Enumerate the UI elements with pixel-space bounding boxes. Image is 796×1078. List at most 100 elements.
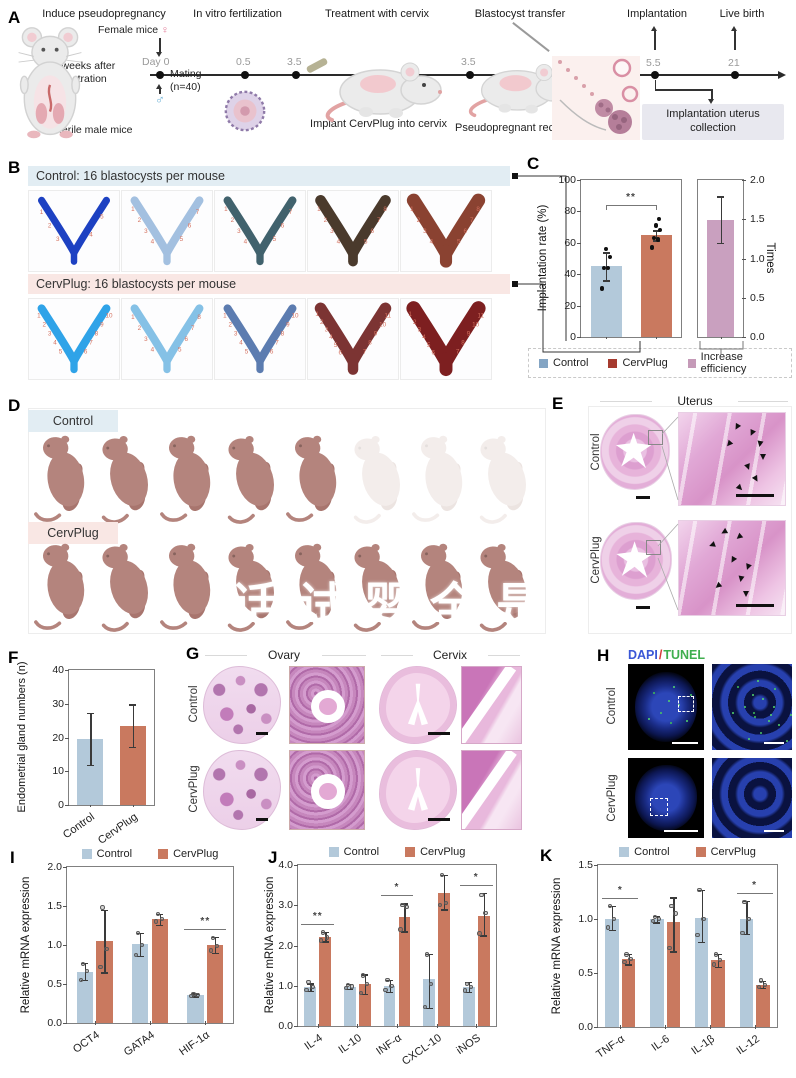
watermark-char: 试: [298, 580, 347, 622]
h-row-label-control: Control: [606, 687, 618, 725]
svg-text:4: 4: [329, 334, 333, 341]
panel-j-label: J: [268, 848, 278, 867]
x-tick-mark: [357, 1024, 359, 1028]
data-point: [649, 245, 655, 250]
legend-item: Control: [328, 846, 380, 858]
bar-cervplug: [711, 960, 725, 1027]
svg-text:8: 8: [368, 339, 372, 346]
panel-b-label: B: [8, 158, 21, 177]
error-cap: [156, 924, 164, 927]
error-cap: [653, 922, 661, 924]
svg-text:6: 6: [84, 348, 88, 355]
watermark-char: 是: [496, 580, 545, 622]
panel-c-label: C: [527, 154, 540, 173]
significance-drop: [656, 205, 657, 211]
y-tick-mark: [577, 274, 581, 276]
data-point: [599, 286, 605, 291]
data-point: [321, 930, 326, 935]
uterus-section-control: [600, 414, 670, 490]
legend-label: Control: [343, 846, 380, 858]
legend-swatch: [608, 358, 618, 368]
svg-text:6: 6: [281, 222, 285, 229]
y-tick-label: 0.0: [47, 1017, 62, 1029]
e-scalebar-cervplug: [636, 606, 650, 609]
pup-image-dark: [286, 429, 349, 527]
svg-text:2: 2: [417, 217, 421, 224]
y-tick-label: 0.0: [278, 1020, 293, 1032]
legend-label: Control: [553, 357, 589, 369]
y-tick-mark: [294, 905, 298, 907]
svg-text:6: 6: [338, 350, 342, 357]
pup-image-dark: [34, 429, 97, 527]
tunel-inset-control: [712, 664, 792, 750]
svg-text:6: 6: [184, 336, 188, 343]
arrow-implantation-line: [654, 30, 656, 50]
error-bar: [656, 230, 658, 241]
svg-text:3: 3: [56, 236, 60, 243]
y-tick-mark: [594, 1027, 598, 1028]
y-tick-label: 20: [52, 731, 64, 744]
significance-marker: **: [626, 192, 636, 204]
svg-text:7: 7: [191, 325, 195, 332]
svg-text:7: 7: [289, 209, 293, 216]
error-cap: [211, 952, 219, 955]
tunel-section-cervplug: [628, 758, 704, 838]
data-point: [398, 927, 403, 932]
panel-e-frame: [588, 406, 792, 634]
y-tick-mark: [294, 945, 298, 947]
significance-line: [184, 929, 227, 931]
pup-image-dark: [160, 429, 223, 527]
significance-line: [602, 898, 639, 900]
legend-swatch: [158, 849, 169, 859]
data-point: [697, 887, 702, 893]
svg-text:6: 6: [463, 228, 467, 235]
d-row-header-cervplug: CervPlug: [28, 522, 118, 544]
error-cap: [602, 252, 610, 254]
significance-line: [380, 895, 414, 897]
significance-line: [301, 923, 335, 925]
arrow-female-to-day0: [156, 52, 162, 57]
data-point: [345, 982, 351, 988]
legend-item: CervPlug: [405, 846, 465, 858]
svg-text:2: 2: [138, 325, 142, 332]
chart-mrna-immune-up: 0.0 1.0 2.0 3.0 4.0 ** * * IL-4 IL-10 INF-α CXCL-10…: [278, 846, 497, 1068]
arrowhead-marker: [747, 428, 756, 437]
bar-cervplug: [756, 984, 770, 1027]
y-tick-label: 0: [570, 331, 576, 343]
error-bar: [720, 196, 722, 243]
svg-text:1: 1: [131, 314, 135, 321]
bar-cervplug: [206, 945, 224, 1023]
data-point: [656, 916, 662, 922]
watermark-char: 婴: [364, 580, 413, 622]
svg-text:9: 9: [374, 330, 378, 337]
legend-item: CervPlug: [158, 848, 218, 860]
svg-text:1: 1: [37, 312, 41, 319]
error-cap: [714, 953, 722, 955]
data-point: [360, 973, 366, 978]
y-tick-label: 4.0: [278, 859, 293, 871]
svg-text:6: 6: [270, 348, 274, 355]
uterus-inset-control: [678, 412, 786, 506]
svg-text:2: 2: [231, 217, 235, 224]
legend-label: Increase efficiency: [700, 351, 747, 375]
bar-control: [694, 917, 709, 1027]
timeline-dot-0-5: [241, 71, 249, 79]
panel-i-label: I: [10, 848, 15, 867]
y-tick-label: 1.0: [278, 979, 293, 992]
significance-marker: *: [617, 885, 623, 897]
pup-image-dark: [96, 428, 160, 527]
svg-text:8: 8: [461, 339, 465, 346]
arrowhead-marker: [707, 540, 716, 549]
svg-text:2: 2: [324, 217, 328, 224]
data-point: [624, 952, 629, 957]
data-point: [310, 984, 315, 990]
bar-cervplug: [621, 958, 636, 1027]
d-row-header-control: Control: [28, 410, 118, 432]
oocyte-illustration: [222, 88, 268, 134]
svg-text:5: 5: [59, 348, 63, 355]
pup-image-dark: [474, 536, 538, 635]
svg-text:1: 1: [315, 311, 319, 318]
data-point: [389, 983, 394, 988]
svg-text:8: 8: [476, 206, 480, 213]
